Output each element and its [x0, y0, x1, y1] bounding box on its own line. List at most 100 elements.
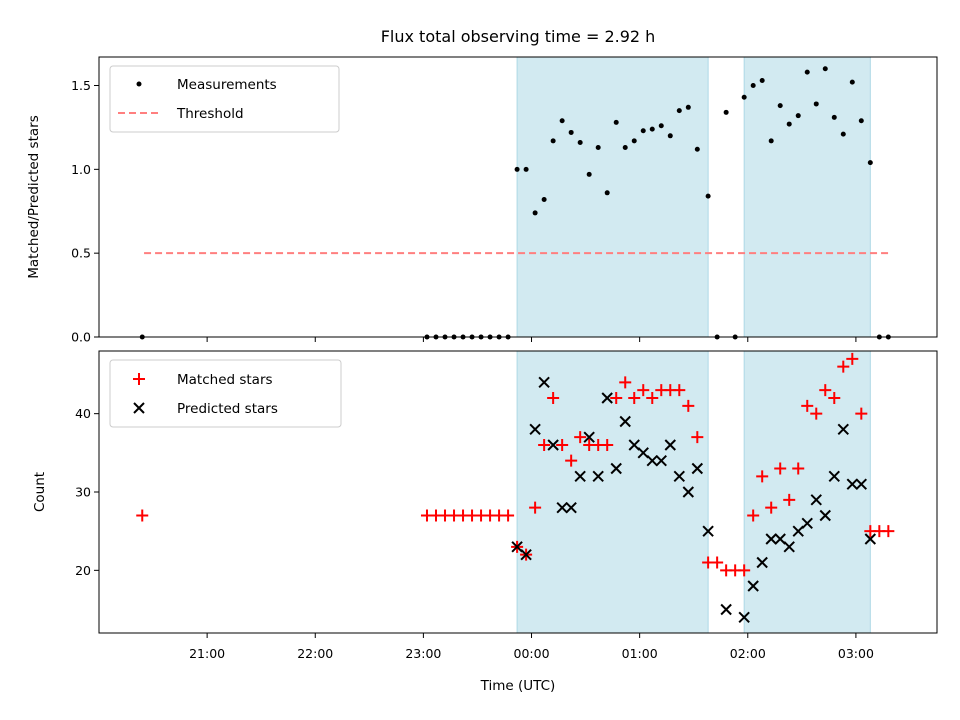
- predicted-star-point: [601, 392, 613, 404]
- predicted-star-point: [846, 478, 859, 490]
- top-plot-frame: [98, 56, 938, 338]
- x-tick-label: 02:00: [730, 646, 766, 661]
- matched-star-point: [628, 392, 641, 404]
- bottom-panel: 20 30 40 21:00 22:00 23:00 00:00 01:00 02:00 03:…: [32, 350, 938, 694]
- measurement-point: [822, 66, 828, 72]
- count-points-layer: [136, 352, 895, 624]
- top-x-ticks: [206, 337, 857, 342]
- predicted-star-point: [783, 541, 795, 553]
- matched-star-point: [601, 439, 614, 451]
- predicted-star-point: [646, 454, 658, 467]
- bottom-legend-box: [109, 359, 342, 428]
- predicted-star-point: [756, 556, 768, 569]
- matched-star-point: [673, 384, 686, 397]
- top-y-axis-label: Matched/Predicted stars: [26, 115, 42, 278]
- measurement-point: [568, 129, 574, 135]
- bottom-legend: Matched stars Predicted stars: [109, 359, 342, 428]
- matched-star-point: [774, 462, 787, 475]
- measurement-point: [514, 166, 520, 172]
- measurement-point: [804, 69, 810, 75]
- measurement-point: [858, 118, 864, 124]
- x-tick-label: 03:00: [838, 646, 874, 661]
- measurement-point: [831, 114, 837, 120]
- measurement-point: [750, 83, 756, 89]
- x-tick-label: 21:00: [189, 646, 225, 661]
- measurement-point: [667, 133, 673, 139]
- measurement-point: [604, 190, 610, 196]
- top-y-tick-label: 0.5: [71, 246, 91, 261]
- measurement-point: [795, 113, 801, 119]
- measurement-point: [541, 197, 547, 203]
- matched-star-point: [711, 556, 724, 569]
- x-tick-label: 22:00: [297, 646, 333, 661]
- measurement-point: [786, 121, 792, 127]
- measurement-point: [631, 138, 637, 144]
- measurement-point: [867, 160, 873, 166]
- matched-star-point: [610, 392, 623, 404]
- predicted-star-point: [628, 439, 640, 451]
- legend-matched-label: Matched stars: [177, 372, 273, 388]
- matched-star-point: [756, 470, 769, 483]
- legend-threshold-label: Threshold: [176, 106, 244, 122]
- top-y-ticks: 0.0 0.5 1.0 1.5: [71, 78, 99, 345]
- predicted-star-point: [837, 423, 849, 436]
- predicted-star-point: [864, 533, 877, 545]
- measurement-point: [768, 138, 774, 144]
- predicted-star-point: [792, 525, 804, 537]
- measurement-point: [694, 146, 700, 152]
- matched-star-point: [682, 399, 695, 412]
- predicted-star-point: [565, 501, 577, 514]
- legend-measurements-marker: [136, 81, 142, 87]
- bottom-y-ticks: 20 30 40: [75, 406, 99, 578]
- measurement-points-layer: [139, 66, 891, 340]
- matched-star-point: [783, 493, 796, 506]
- predicted-star-point: [810, 494, 822, 506]
- x-tick-label: 23:00: [405, 646, 441, 661]
- measurement-point: [550, 138, 556, 144]
- top-legend-box: [109, 65, 340, 133]
- measurement-point: [658, 123, 664, 129]
- measurement-point: [777, 103, 783, 109]
- predicted-star-point: [511, 541, 523, 553]
- measurement-point: [649, 126, 655, 132]
- matched-star-point: [882, 525, 895, 538]
- x-tick-label: 00:00: [514, 646, 550, 661]
- predicted-star-point: [574, 470, 586, 483]
- top-panel: 0.0 0.5 1.0 1.5 Matched/Predicted stars Mea…: [26, 56, 938, 345]
- matched-star-point: [547, 392, 560, 404]
- predicted-star-point: [592, 470, 604, 483]
- chart-title: Flux total observing time = 2.92 h: [381, 27, 656, 46]
- measurement-point: [586, 171, 592, 177]
- bottom-y-axis-label: Count: [32, 472, 48, 512]
- predicted-star-point: [520, 548, 532, 561]
- matched-star-point: [765, 501, 778, 514]
- matched-star-point: [738, 564, 751, 577]
- predicted-star-point: [819, 509, 831, 522]
- top-y-tick-label: 1.0: [71, 162, 91, 177]
- predicted-star-point: [765, 533, 777, 545]
- predicted-star-point: [702, 525, 714, 537]
- predicted-star-point: [664, 439, 676, 451]
- measurement-point: [741, 94, 747, 100]
- measurement-point: [640, 128, 646, 134]
- measurement-point: [523, 166, 529, 172]
- bottom-x-ticks: 21:00 22:00 23:00 00:00 01:00 02:00 03:00: [189, 633, 874, 661]
- measurement-point: [705, 193, 711, 199]
- predicted-star-point: [529, 423, 541, 436]
- legend-matched-marker: [133, 373, 145, 385]
- matched-star-point: [837, 360, 850, 373]
- bottom-y-tick-label: 30: [75, 485, 91, 500]
- measurement-point: [849, 79, 855, 85]
- measurement-point: [577, 140, 583, 146]
- top-shaded-span-1: [743, 56, 871, 338]
- matched-star-point: [646, 392, 659, 404]
- matched-star-point: [619, 376, 632, 389]
- predicted-star-point: [655, 454, 667, 467]
- predicted-star-point: [547, 439, 559, 451]
- measurement-point: [676, 108, 682, 114]
- matched-star-point: [792, 462, 805, 475]
- matched-star-point: [846, 352, 859, 365]
- predicted-star-point: [682, 486, 695, 498]
- top-y-tick-label: 1.5: [71, 78, 91, 93]
